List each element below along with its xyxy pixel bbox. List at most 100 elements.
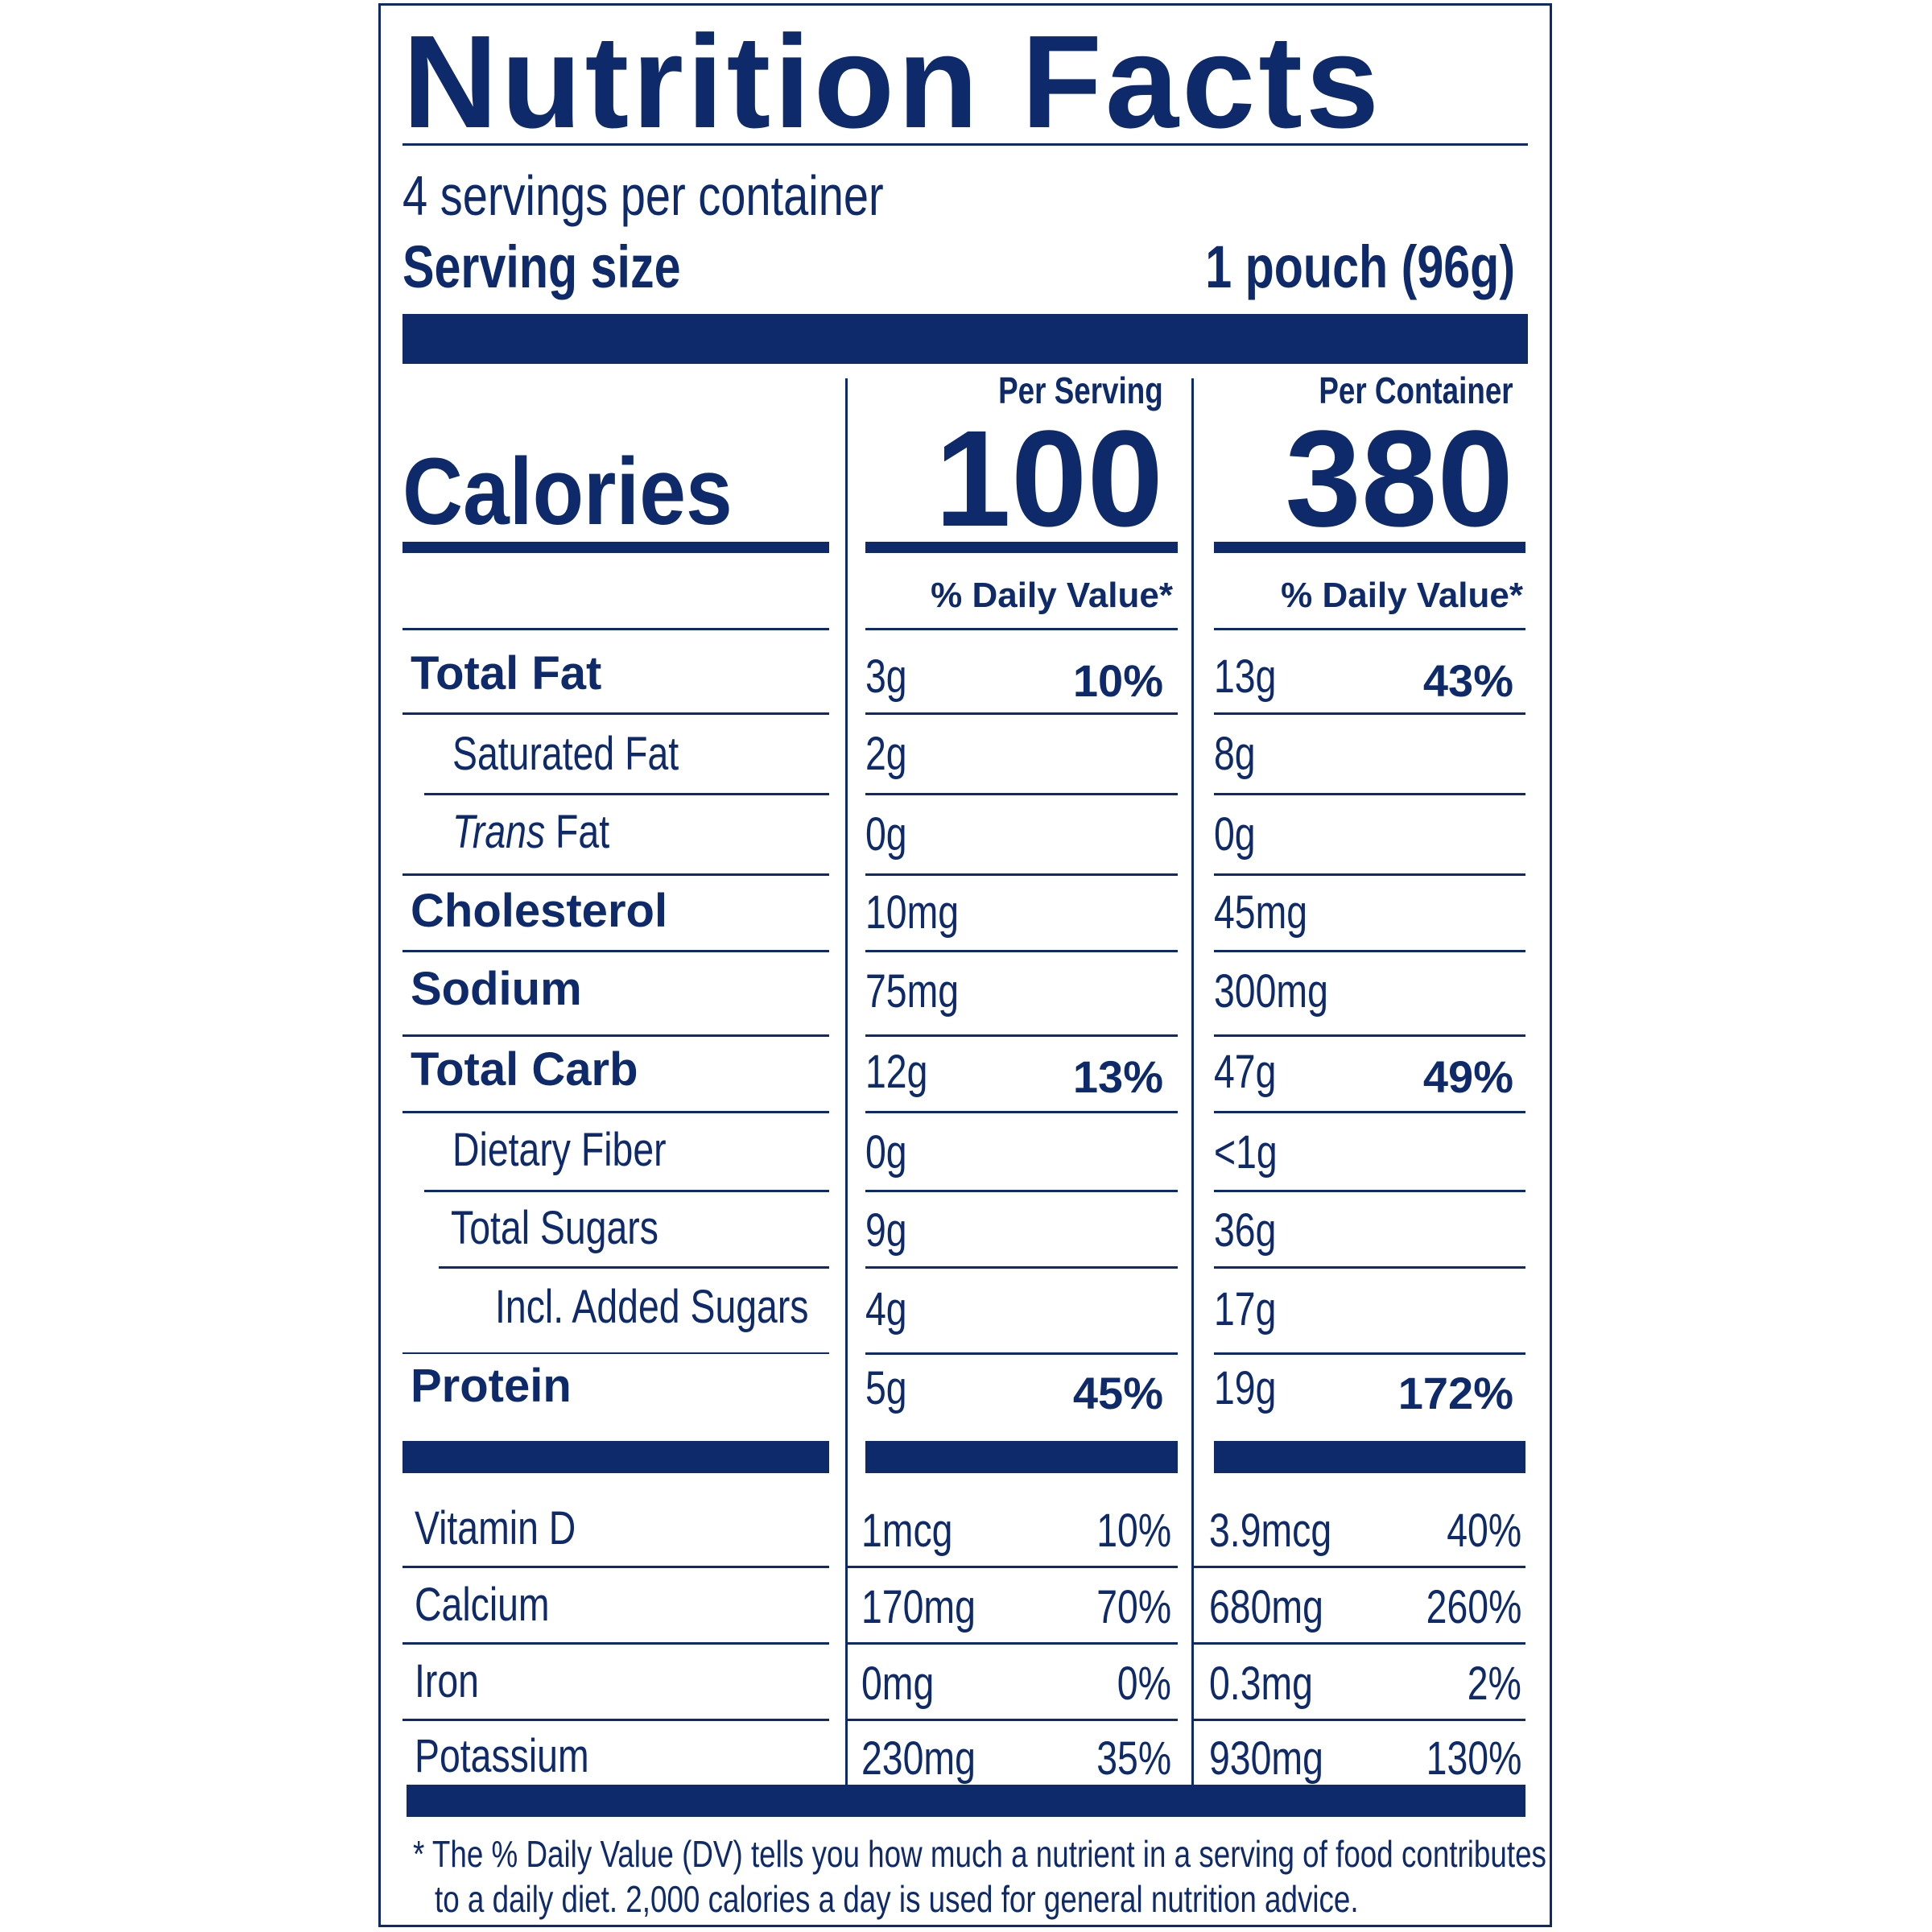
row-divider (1194, 1566, 1525, 1568)
nutrient-label-dietary-fiber: Dietary Fiber (452, 1124, 667, 1176)
potassium-serving: 230mg (861, 1732, 976, 1785)
thick-bar-mid-2 (865, 1441, 1178, 1473)
nutrient-label-cholesterol: Cholesterol (411, 885, 668, 937)
row-divider (424, 1190, 829, 1192)
cholesterol-serving: 10mg (865, 886, 960, 939)
footnote-line-2: to a daily diet. 2,000 calories a day is… (435, 1878, 1359, 1920)
iron-container: 0.3mg (1209, 1657, 1313, 1710)
row-divider (1214, 1190, 1525, 1192)
protein-serving: 5g (865, 1362, 907, 1414)
dv-header-serving: % Daily Value* (931, 576, 1173, 615)
serving-size-label: Serving size (402, 233, 681, 300)
total-fat-serving: 3g (865, 650, 907, 703)
row-divider (848, 1566, 1178, 1568)
row-divider (402, 950, 829, 952)
total-sugars-container: 36g (1214, 1204, 1277, 1257)
row-divider (865, 793, 1178, 795)
vitamin-label-iron: Iron (415, 1655, 479, 1707)
calcium-container-dv: 260% (1426, 1581, 1521, 1633)
row-divider (865, 1190, 1178, 1192)
total-sugars-serving: 9g (865, 1204, 907, 1257)
total-fat-serving-dv: 10% (1072, 655, 1163, 706)
total-carb-serving-dv: 13% (1072, 1051, 1163, 1102)
dietary-fiber-container: <1g (1214, 1126, 1278, 1179)
row-divider (1214, 1266, 1525, 1269)
calories-per-container: 380 (1285, 402, 1513, 555)
potassium-container-dv: 130% (1426, 1732, 1521, 1785)
row-divider (865, 873, 1178, 876)
vitamin-d-serving-dv: 10% (1096, 1505, 1171, 1557)
vitamin-d-serving: 1mcg (861, 1505, 953, 1557)
vitamin-label-vitamin-d: Vitamin D (415, 1502, 576, 1554)
calcium-serving-dv: 70% (1096, 1581, 1171, 1633)
calories-bar-2 (865, 542, 1178, 553)
trans-fat-container: 0g (1214, 808, 1256, 861)
thick-bar-top (402, 314, 1528, 364)
nutrient-label-total-carb: Total Carb (411, 1043, 638, 1096)
row-divider (865, 1266, 1178, 1269)
calories-bar-3 (1214, 542, 1525, 553)
vitamin-d-container: 3.9mcg (1209, 1505, 1332, 1557)
servings-per-container: 4 servings per container (402, 164, 884, 227)
nutrient-label-trans-fat: Trans Fat (452, 806, 610, 858)
protein-container-dv: 172% (1397, 1368, 1513, 1418)
thick-bar-bottom (407, 1785, 1525, 1817)
iron-container-dv: 2% (1467, 1657, 1521, 1710)
row-divider (1214, 873, 1525, 876)
dv-divider-2 (865, 628, 1178, 630)
potassium-serving-dv: 35% (1096, 1732, 1171, 1785)
nutrient-label-total-fat: Total Fat (411, 647, 602, 700)
row-divider (865, 712, 1178, 715)
added-sugars-serving: 4g (865, 1283, 907, 1335)
footnote-line-1: * The % Daily Value (DV) tells you how m… (413, 1833, 1546, 1875)
nutrient-label-protein: Protein (411, 1360, 572, 1412)
total-fat-container-dv: 43% (1422, 655, 1513, 706)
label-title: Nutrition Facts (402, 8, 1383, 155)
nutrient-label-total-sugars: Total Sugars (451, 1202, 658, 1254)
total-fat-container: 13g (1214, 650, 1277, 703)
column-divider-2 (1191, 378, 1194, 1787)
row-divider (865, 1034, 1178, 1037)
title-divider (402, 143, 1528, 146)
calories-bar-1 (402, 542, 829, 553)
column-divider-1 (845, 378, 848, 1787)
row-divider (402, 873, 829, 876)
iron-serving-dv: 0% (1117, 1657, 1171, 1710)
row-divider (848, 1719, 1178, 1721)
sodium-container: 300mg (1214, 965, 1328, 1018)
serving-size-value: 1 pouch (96g) (1205, 233, 1515, 300)
row-divider (439, 1266, 829, 1269)
dv-divider-1 (402, 628, 829, 630)
row-divider (402, 1352, 829, 1354)
row-divider (865, 1111, 1178, 1113)
added-sugars-container: 17g (1214, 1283, 1277, 1335)
row-divider (865, 1352, 1178, 1355)
row-divider (1214, 793, 1525, 795)
dietary-fiber-serving: 0g (865, 1126, 907, 1179)
saturated-fat-container: 8g (1214, 728, 1256, 780)
calcium-serving: 170mg (861, 1581, 976, 1633)
row-divider (1214, 1352, 1525, 1355)
row-divider (1214, 1034, 1525, 1037)
vitamin-label-calcium: Calcium (415, 1579, 550, 1631)
thick-bar-mid-3 (1214, 1441, 1525, 1473)
sodium-serving: 75mg (865, 965, 960, 1018)
row-divider (865, 950, 1178, 952)
total-carb-serving: 12g (865, 1046, 928, 1098)
nutrient-label-added-sugars: Incl. Added Sugars (495, 1281, 809, 1333)
saturated-fat-serving: 2g (865, 728, 907, 780)
row-divider (402, 1642, 829, 1645)
nutrient-label-sodium: Sodium (411, 963, 582, 1015)
protein-serving-dv: 45% (1072, 1368, 1163, 1418)
dv-header-container: % Daily Value* (1281, 576, 1523, 615)
row-divider (1194, 1642, 1525, 1645)
total-carb-container: 47g (1214, 1046, 1277, 1098)
row-divider (1214, 1111, 1525, 1113)
row-divider (1194, 1719, 1525, 1721)
row-divider (402, 1566, 829, 1568)
potassium-container: 930mg (1209, 1732, 1323, 1785)
trans-fat-serving: 0g (865, 808, 907, 861)
per-container-header: Per Container (1319, 369, 1513, 411)
total-carb-container-dv: 49% (1422, 1051, 1513, 1102)
iron-serving: 0mg (861, 1657, 935, 1710)
